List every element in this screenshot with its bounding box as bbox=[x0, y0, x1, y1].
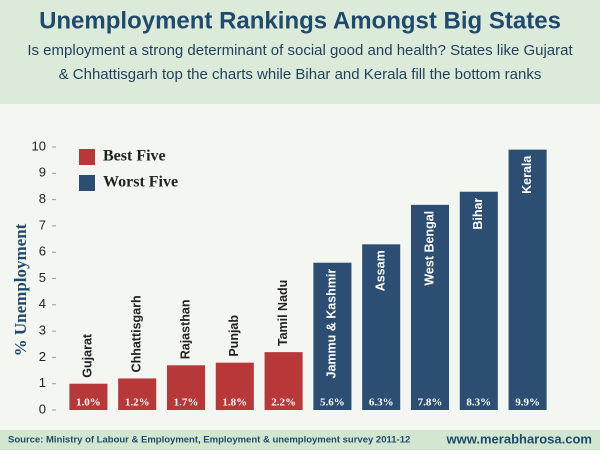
legend-swatch bbox=[79, 149, 95, 165]
bar bbox=[313, 262, 352, 410]
category-label: Punjab bbox=[227, 315, 241, 357]
value-label: 8.3% bbox=[466, 397, 491, 409]
footer-band bbox=[0, 430, 600, 450]
category-label: Gujarat bbox=[81, 333, 95, 378]
value-label: 1.7% bbox=[174, 397, 199, 409]
bar bbox=[166, 365, 206, 410]
bar bbox=[459, 191, 498, 410]
bar bbox=[118, 378, 157, 410]
category-label: West Bengal bbox=[422, 211, 436, 286]
category-label: Bihar bbox=[471, 198, 485, 230]
y-tick-label: 2 bbox=[39, 349, 46, 364]
bar bbox=[362, 244, 401, 410]
y-tick-label: 5 bbox=[39, 270, 46, 285]
y-tick-label: 10 bbox=[32, 138, 46, 153]
header-band bbox=[0, 0, 600, 104]
legend-swatch bbox=[79, 175, 95, 191]
y-tick-label: 0 bbox=[39, 401, 46, 416]
category-label: Jammu & Kashmir bbox=[325, 269, 339, 379]
category-label: Assam bbox=[373, 250, 387, 291]
value-label: 5.6% bbox=[320, 397, 345, 409]
value-label: 1.8% bbox=[222, 397, 247, 409]
value-label: 6.3% bbox=[369, 397, 394, 409]
y-tick-label: 8 bbox=[39, 191, 46, 206]
y-tick-label: 7 bbox=[39, 217, 46, 232]
category-label: Rajasthan bbox=[178, 300, 192, 360]
y-tick-label: 1 bbox=[39, 375, 46, 390]
y-tick-label: 9 bbox=[39, 165, 46, 180]
bar bbox=[410, 204, 450, 410]
value-label: 1.0% bbox=[76, 397, 101, 409]
value-label: 2.2% bbox=[271, 397, 296, 409]
value-label: 9.9% bbox=[515, 397, 540, 409]
value-label: 1.2% bbox=[125, 397, 150, 409]
bar bbox=[69, 383, 108, 410]
legend-label: Worst Five bbox=[103, 174, 178, 191]
y-axis-label: % Unemployment bbox=[11, 223, 30, 356]
value-label: 7.8% bbox=[418, 397, 443, 409]
category-label: Chhattisgarh bbox=[129, 295, 143, 372]
source: Source: Ministry of Labour & Employment,… bbox=[8, 435, 410, 446]
bar bbox=[508, 149, 547, 410]
subtitle: Is employment a strong determinant of so… bbox=[27, 42, 573, 59]
chart-title: Unemployment Rankings Amongst Big States bbox=[39, 7, 561, 34]
bar bbox=[215, 362, 254, 410]
bar bbox=[264, 352, 303, 410]
category-label: Tamil Nadu bbox=[276, 280, 290, 346]
category-label: Kerala bbox=[520, 155, 534, 194]
y-tick-label: 6 bbox=[39, 244, 46, 259]
y-tick-label: 3 bbox=[39, 323, 46, 338]
website: www.merabharosa.com bbox=[446, 431, 592, 446]
legend-label: Best Five bbox=[103, 148, 166, 165]
y-tick-label: 4 bbox=[39, 296, 46, 311]
subtitle: & Chhattisgarh top the charts while Biha… bbox=[59, 66, 542, 83]
